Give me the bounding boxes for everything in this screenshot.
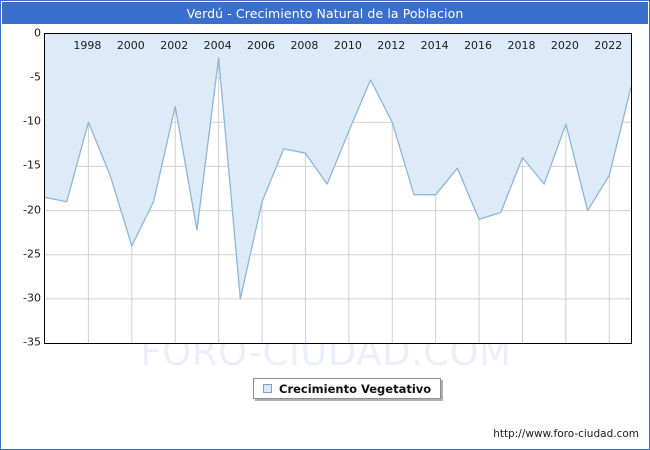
plot-area [44,33,632,344]
line-chart-svg [45,34,631,343]
page-title: Verdú - Crecimiento Natural de la Poblac… [186,5,464,21]
y-tick-label: -30 [23,291,41,305]
y-tick-label: -20 [23,203,41,217]
series-area-crecimiento-vegetativo [45,34,631,299]
series-group [45,34,631,300]
y-tick-label: 0 [34,26,41,40]
legend-item-label: Crecimiento Vegetativo [279,381,432,396]
y-tick-label: -25 [23,247,41,261]
y-axis-labels: 0 -5 -10 -15 -20 -25 -30 -35 [1,27,41,349]
series-line-crecimiento-vegetativo [45,57,631,300]
y-tick-label: -15 [23,158,41,172]
chart-legend[interactable]: Crecimiento Vegetativo [253,378,442,399]
y-tick-label: -5 [30,70,41,84]
y-tick-label: -35 [23,335,41,349]
y-tick-label: -10 [23,114,41,128]
legend-swatch-icon [263,384,272,393]
window-title-bar: Verdú - Crecimiento Natural de la Poblac… [2,2,648,24]
source-url: http://www.foro-ciudad.com [493,428,639,440]
